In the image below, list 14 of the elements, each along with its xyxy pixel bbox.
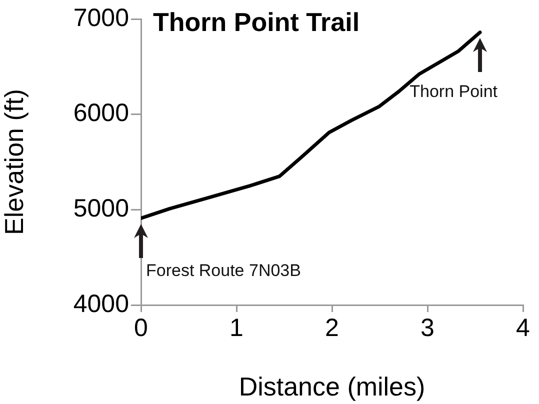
y-tick-label: 7000 <box>73 4 129 32</box>
x-tick-label: 1 <box>230 314 244 342</box>
annotation: Forest Route 7N03B <box>146 261 301 282</box>
x-tick-label: 3 <box>420 314 434 342</box>
x-tick-label: 4 <box>516 314 530 342</box>
x-tick-label: 0 <box>134 314 148 342</box>
y-tick-label: 6000 <box>73 99 129 128</box>
y-tick-label: 5000 <box>73 194 129 223</box>
annotation: Thorn Point <box>410 82 498 102</box>
chart-title: Thorn Point Trail <box>153 7 360 38</box>
x-tick-label: 2 <box>325 314 339 342</box>
x-axis-title: Distance (miles) <box>238 372 426 402</box>
y-tick-label: 4000 <box>73 290 129 318</box>
y-axis-title: Elevation (ft) <box>0 89 29 235</box>
